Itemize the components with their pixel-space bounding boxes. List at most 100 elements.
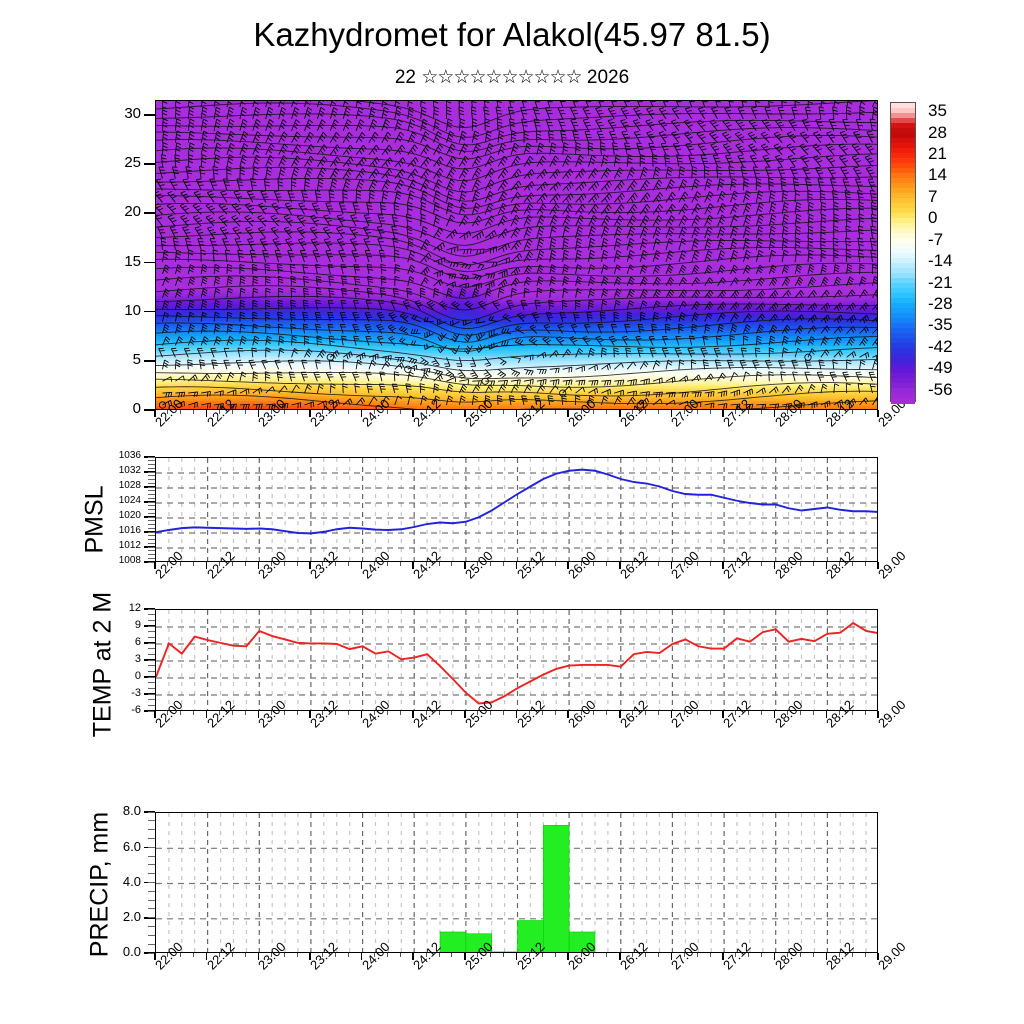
y-axis-minor-tick: [148, 501, 155, 503]
pmsl-panel: [155, 457, 878, 562]
x-axis-minor-tick: [554, 562, 556, 567]
x-axis-minor-tick: [541, 562, 543, 567]
x-axis-minor-tick: [632, 410, 634, 415]
colorbar-segment: [891, 118, 915, 124]
x-axis-major-tick: [670, 410, 673, 417]
colorbar-segment: [891, 298, 915, 304]
x-axis-minor-tick: [658, 953, 660, 958]
x-axis-minor-tick: [503, 953, 505, 958]
x-axis-major-tick: [360, 410, 363, 417]
x-axis-minor-tick: [541, 711, 543, 716]
x-axis-minor-tick: [373, 953, 375, 958]
x-axis-minor-tick: [658, 410, 660, 415]
x-axis-minor-tick: [477, 953, 479, 958]
x-axis-major-tick: [205, 953, 208, 960]
x-axis-minor-tick: [270, 953, 272, 958]
x-axis-minor-tick: [231, 562, 233, 567]
x-axis-minor-tick: [593, 953, 595, 958]
x-axis-minor-tick: [800, 711, 802, 716]
x-axis-minor-tick: [838, 562, 840, 567]
y-tick-label: 1032: [118, 465, 141, 477]
precip-panel: [155, 812, 878, 953]
x-axis-major-tick: [360, 562, 363, 569]
x-axis-minor-tick: [864, 953, 866, 958]
x-axis-minor-tick: [425, 562, 427, 567]
precip-bar: [543, 825, 570, 952]
x-axis-minor-tick: [696, 711, 698, 716]
x-axis-minor-tick: [477, 562, 479, 567]
colorbar-tick-label: -7: [928, 229, 944, 249]
x-axis-minor-tick: [180, 410, 182, 415]
colorbar-segment: [891, 163, 915, 169]
x-axis-minor-tick: [490, 953, 492, 958]
y-axis-minor-tick: [148, 520, 155, 522]
x-axis-minor-tick: [851, 410, 853, 415]
x-axis-minor-tick: [490, 711, 492, 716]
colorbar-segment: [891, 168, 915, 174]
x-axis-minor-tick: [167, 410, 169, 415]
x-axis-minor-tick: [606, 711, 608, 716]
x-axis-minor-tick: [348, 711, 350, 716]
y-axis-minor-tick: [148, 625, 155, 627]
y-axis-minor-tick: [148, 855, 155, 857]
colorbar-segment: [891, 303, 915, 309]
x-axis-minor-tick: [451, 711, 453, 716]
x-axis-minor-tick: [761, 562, 763, 567]
x-axis-major-tick: [154, 562, 156, 569]
x-axis-minor-tick: [554, 711, 556, 716]
x-axis-minor-tick: [335, 410, 337, 415]
y-axis-minor-tick: [148, 873, 155, 875]
x-axis-minor-tick: [709, 410, 711, 415]
temperature-colorbar: [890, 102, 916, 404]
x-axis-minor-tick: [386, 953, 388, 958]
y-tick-label: 5: [132, 351, 141, 369]
y-axis-minor-tick: [148, 710, 155, 712]
y-tick-label: 8.0: [122, 803, 141, 819]
x-axis-major-tick: [257, 711, 260, 718]
y-tick-label: -3: [131, 686, 141, 699]
y-tick-label: 12: [128, 601, 141, 614]
x-axis-major-tick: [722, 562, 724, 569]
x-tick-label: 29.00: [875, 696, 909, 731]
precip-bars: [439, 825, 596, 952]
precip-bar: [491, 951, 518, 952]
x-axis-minor-tick: [554, 953, 556, 958]
x-axis-major-tick: [154, 410, 156, 417]
colorbar-segment: [891, 253, 915, 259]
colorbar-tick-label: -28: [928, 294, 953, 314]
x-axis-minor-tick: [244, 953, 246, 958]
x-axis-minor-tick: [632, 953, 634, 958]
y-axis-minor-tick: [148, 899, 155, 901]
colorbar-segment: [891, 263, 915, 269]
x-axis-major-tick: [773, 953, 776, 960]
colorbar-segment: [891, 123, 915, 129]
y-axis-minor-tick: [148, 926, 155, 928]
colorbar-segment: [891, 358, 915, 364]
y-tick-label: 4.0: [122, 873, 141, 889]
x-axis-minor-tick: [800, 410, 802, 415]
x-axis-minor-tick: [193, 410, 195, 415]
y-axis-minor-tick: [148, 846, 155, 848]
x-axis-major-tick: [670, 953, 673, 960]
colorbar-segment: [891, 133, 915, 139]
x-axis-minor-tick: [554, 410, 556, 415]
x-axis-minor-tick: [490, 410, 492, 415]
x-axis-minor-tick: [541, 953, 543, 958]
y-axis-minor-tick: [148, 943, 155, 945]
y-axis-major-tick: [144, 310, 155, 313]
x-axis-major-tick: [567, 953, 569, 960]
y-axis-minor-tick: [148, 653, 155, 655]
x-axis-minor-tick: [606, 953, 608, 958]
x-axis-minor-tick: [348, 953, 350, 958]
colorbar-segment: [891, 138, 915, 144]
x-axis-minor-tick: [606, 410, 608, 415]
colorbar-segment: [891, 258, 915, 264]
x-axis-minor-tick: [696, 562, 698, 567]
x-axis-minor-tick: [735, 410, 737, 415]
colorbar-segment: [891, 153, 915, 159]
x-axis-minor-tick: [438, 562, 440, 567]
x-axis-minor-tick: [606, 562, 608, 567]
x-axis-minor-tick: [193, 711, 195, 716]
x-axis-minor-tick: [645, 953, 647, 958]
colorbar-segment: [891, 323, 915, 329]
